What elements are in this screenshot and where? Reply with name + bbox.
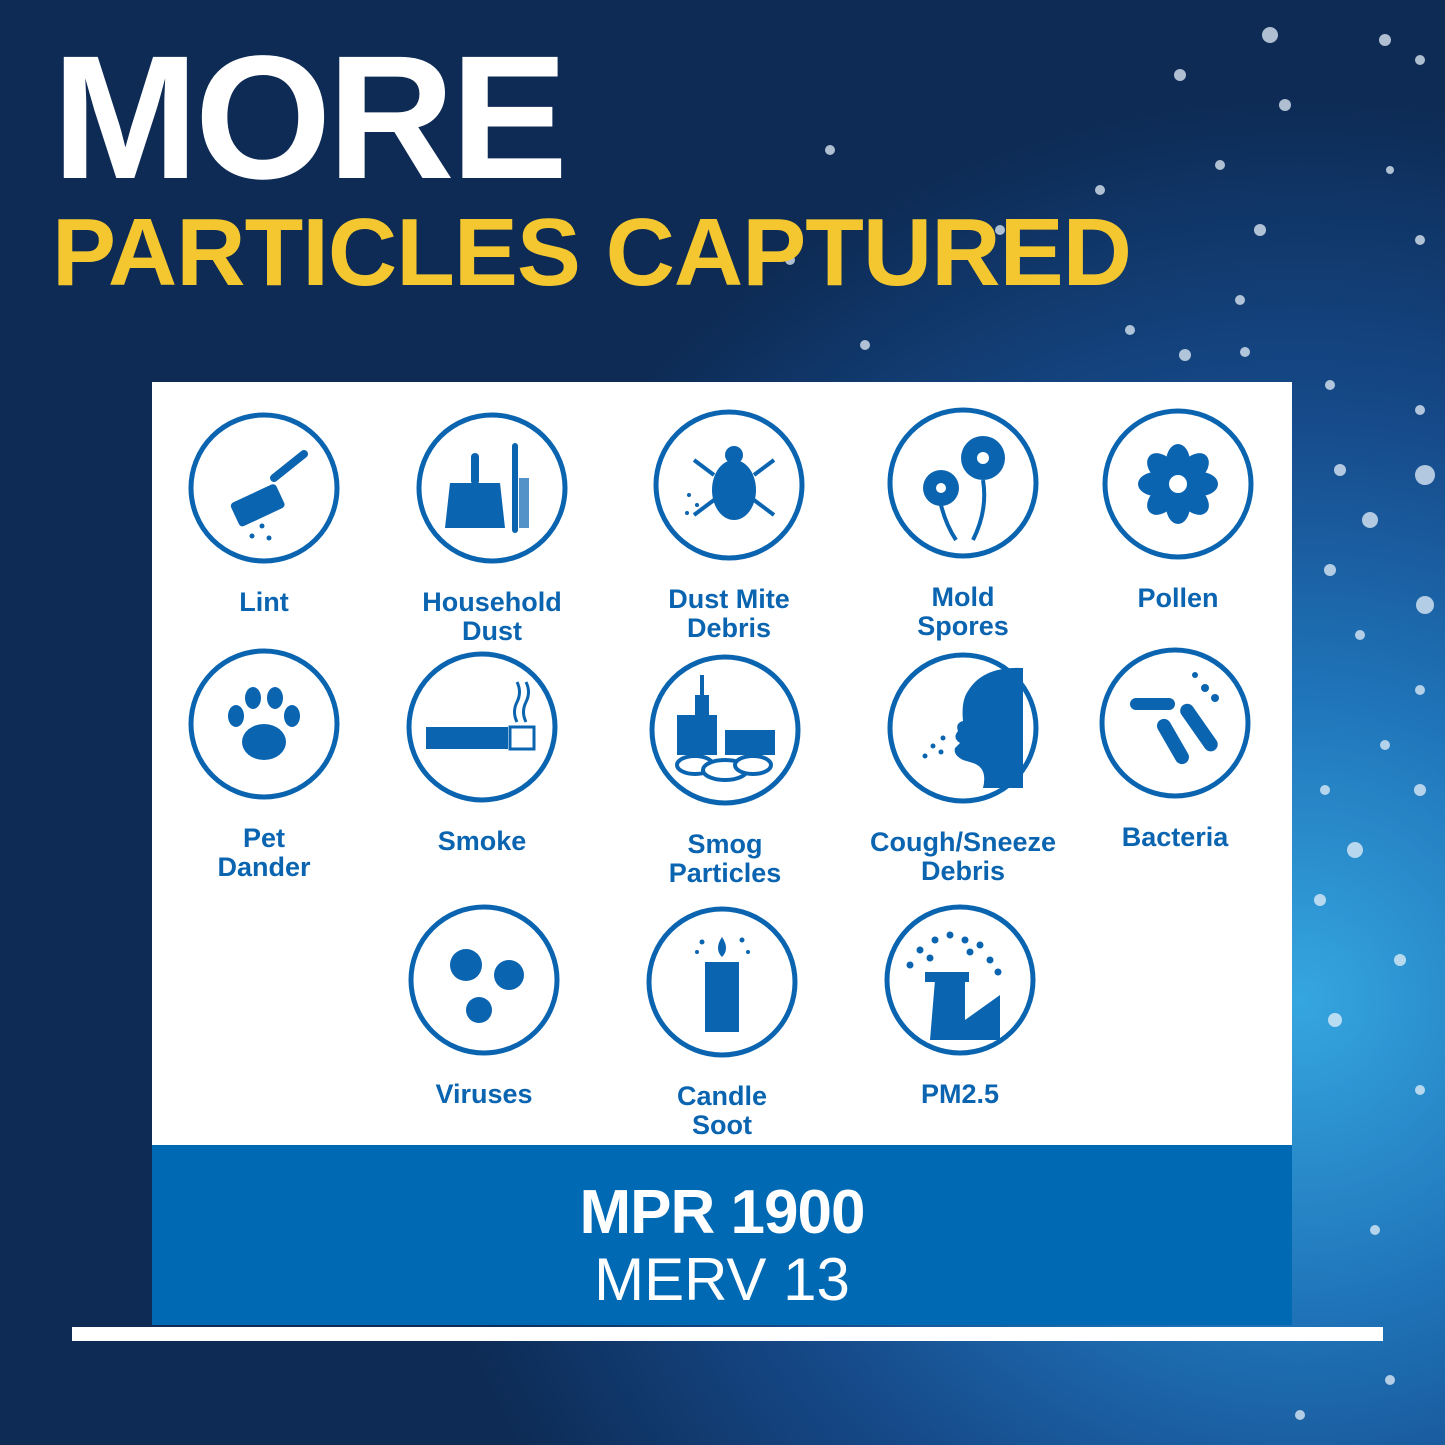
particle-dot bbox=[1279, 99, 1291, 111]
particle-item: Mold Spores bbox=[843, 405, 1083, 641]
particle-label: Smoke bbox=[437, 826, 527, 856]
particle-dot bbox=[1325, 380, 1335, 390]
headline-more: MORE bbox=[52, 20, 568, 216]
smokestack-icon bbox=[884, 904, 1036, 1056]
particle-item: Lint bbox=[144, 410, 384, 617]
particle-item: Candle Soot bbox=[602, 904, 842, 1140]
virus-icon bbox=[408, 904, 560, 1056]
particle-dot bbox=[1235, 295, 1245, 305]
particle-item: Dust Mite Debris bbox=[609, 407, 849, 643]
particle-item: Smog Particles bbox=[605, 652, 845, 888]
particle-dot bbox=[1355, 630, 1365, 640]
particle-label: Lint bbox=[239, 587, 289, 617]
particle-dot bbox=[1362, 512, 1378, 528]
particle-dot bbox=[1416, 596, 1434, 614]
particle-dot bbox=[1386, 166, 1394, 174]
lint-roller-icon bbox=[188, 412, 340, 564]
particle-label: Pollen bbox=[1137, 583, 1219, 613]
smog-city-icon bbox=[649, 654, 801, 806]
particle-dot bbox=[1415, 685, 1425, 695]
particle-item: Cough/Sneeze Debris bbox=[843, 650, 1083, 886]
particle-dot bbox=[1095, 185, 1105, 195]
dust-mite-icon bbox=[653, 409, 805, 561]
particle-label: Viruses bbox=[435, 1079, 533, 1109]
particle-item: Smoke bbox=[362, 649, 602, 856]
particle-dot bbox=[1295, 1410, 1305, 1420]
particle-dot bbox=[1254, 224, 1266, 236]
particle-dot bbox=[1394, 954, 1406, 966]
particle-dot bbox=[1415, 1085, 1425, 1095]
particle-dot bbox=[1174, 69, 1186, 81]
particle-dot bbox=[1370, 1225, 1380, 1235]
divider-bar bbox=[72, 1327, 1383, 1341]
particle-dot bbox=[1324, 564, 1336, 576]
particle-label: Pet Dander bbox=[217, 823, 311, 882]
particle-dot bbox=[1240, 347, 1250, 357]
particle-label: Household Dust bbox=[422, 587, 562, 646]
particle-dot bbox=[1125, 325, 1135, 335]
particle-dot bbox=[1415, 405, 1425, 415]
particle-dot bbox=[1414, 784, 1426, 796]
dustpan-brush-icon bbox=[416, 412, 568, 564]
particle-label: Smog Particles bbox=[668, 829, 782, 888]
particle-dot bbox=[1179, 349, 1191, 361]
particle-label: Bacteria bbox=[1121, 822, 1229, 852]
particle-dot bbox=[1262, 27, 1278, 43]
particle-item: Pet Dander bbox=[144, 646, 384, 882]
particle-item: Household Dust bbox=[372, 410, 612, 646]
paw-print-icon bbox=[188, 648, 340, 800]
particle-dot bbox=[1314, 894, 1326, 906]
particle-dot bbox=[860, 340, 870, 350]
particle-item: Bacteria bbox=[1055, 645, 1295, 852]
headline-particles-captured: PARTICLES CAPTURED bbox=[52, 199, 1132, 306]
candle-icon bbox=[646, 906, 798, 1058]
pollen-flower-icon bbox=[1102, 408, 1254, 560]
particle-label: Mold Spores bbox=[917, 582, 1009, 641]
merv-rating: MERV 13 bbox=[594, 1246, 850, 1313]
rating-band: MPR 1900 MERV 13 bbox=[152, 1145, 1292, 1325]
particle-label: Candle Soot bbox=[676, 1081, 768, 1140]
particle-dot bbox=[785, 255, 795, 265]
particle-label: PM2.5 bbox=[920, 1079, 1000, 1109]
particle-label: Dust Mite Debris bbox=[668, 584, 790, 643]
particle-item: Pollen bbox=[1058, 406, 1298, 613]
particle-dot bbox=[995, 225, 1005, 235]
bacteria-icon bbox=[1099, 647, 1251, 799]
particle-dot bbox=[1415, 465, 1435, 485]
particle-label: Cough/Sneeze Debris bbox=[869, 827, 1057, 886]
particle-dot bbox=[1415, 55, 1425, 65]
particle-dot bbox=[1379, 34, 1391, 46]
particle-dot bbox=[1328, 1013, 1342, 1027]
particle-dot bbox=[1334, 464, 1346, 476]
particle-dot bbox=[1320, 785, 1330, 795]
particle-dot bbox=[1380, 740, 1390, 750]
particle-dot bbox=[1385, 1375, 1395, 1385]
particle-item: Viruses bbox=[364, 902, 604, 1109]
particle-dot bbox=[1215, 160, 1225, 170]
particle-dot bbox=[1415, 235, 1425, 245]
particle-dot bbox=[825, 145, 835, 155]
sneeze-face-icon bbox=[887, 652, 1039, 804]
particle-dot bbox=[1347, 842, 1363, 858]
mpr-rating: MPR 1900 bbox=[579, 1178, 866, 1247]
mold-flowers-icon bbox=[887, 407, 1039, 559]
particle-item: PM2.5 bbox=[840, 902, 1080, 1109]
cigarette-icon bbox=[406, 651, 558, 803]
